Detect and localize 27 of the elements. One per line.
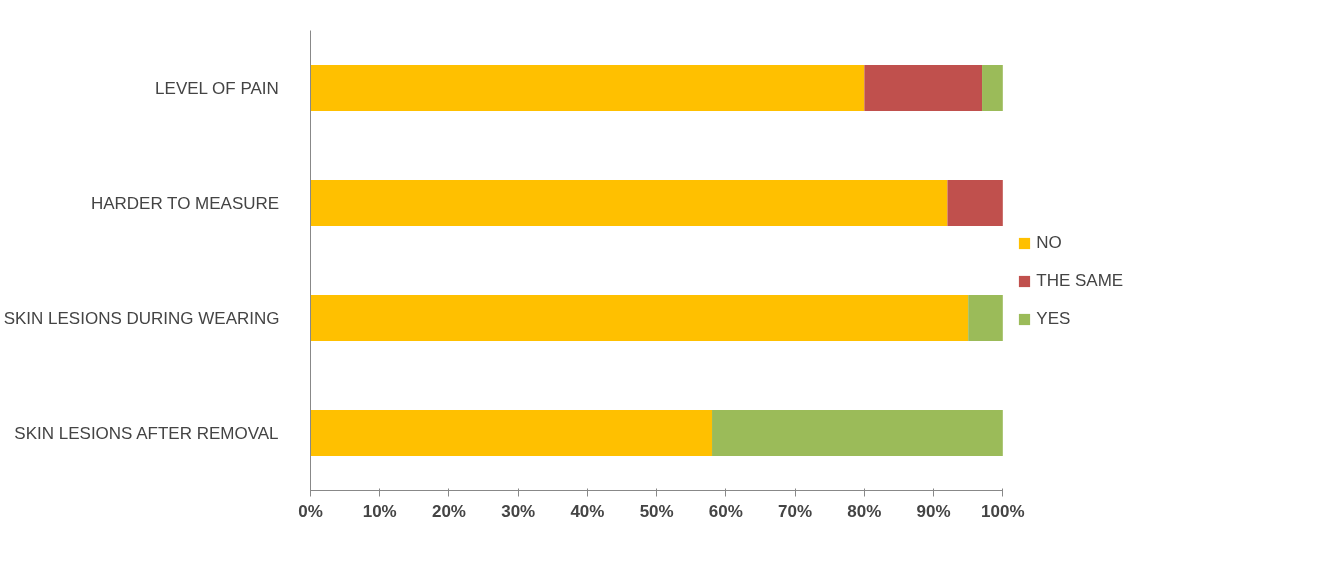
x-tick-label: 80% [847, 501, 882, 521]
y-tick-label: HARDER TO MEASURE [90, 193, 280, 213]
bar [310, 180, 948, 226]
x-tick-label: 60% [708, 501, 743, 521]
y-tick-label: SKIN LESIONS AFTER REMOVAL [14, 423, 279, 443]
bar [968, 295, 1003, 341]
x-tick-label: 30% [501, 501, 536, 521]
bar [310, 410, 713, 456]
legend-label: YES [1036, 309, 1071, 329]
bar [310, 65, 865, 111]
y-tick-label: LEVEL OF PAIN [155, 78, 279, 98]
bar [947, 180, 1003, 226]
legend-label: THE SAME [1036, 271, 1124, 291]
x-tick-label: 50% [639, 501, 674, 521]
y-tick-label: SKIN LESIONS DURING WEARING [3, 308, 280, 328]
x-tick-label: 40% [570, 501, 605, 521]
bar [864, 65, 983, 111]
bar [982, 65, 1003, 111]
bar [310, 295, 969, 341]
x-tick-label: 70% [778, 501, 813, 521]
x-tick-label: 0% [298, 501, 323, 521]
legend-label: NO [1036, 233, 1062, 253]
x-tick-label: 90% [916, 501, 951, 521]
bar [712, 410, 1003, 456]
x-tick-label: 10% [362, 501, 397, 521]
x-tick-label: 20% [431, 501, 466, 521]
x-tick-label: 100% [981, 501, 1025, 521]
